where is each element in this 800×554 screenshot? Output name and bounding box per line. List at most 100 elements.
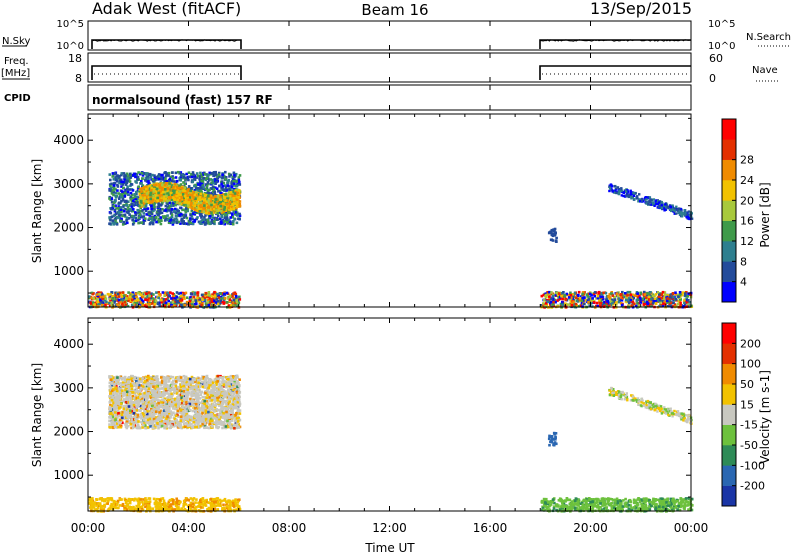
data-cell (217, 173, 221, 176)
data-cell (183, 199, 187, 202)
data-cell (577, 294, 580, 298)
data-cell (666, 301, 669, 304)
data-cell (124, 183, 128, 186)
data-cell (122, 205, 125, 208)
data-cell (187, 178, 190, 182)
data-cell (572, 300, 575, 304)
data-cell (161, 186, 164, 190)
data-cell (164, 217, 168, 220)
data-cell (129, 208, 132, 211)
data-cell (238, 200, 242, 203)
data-cell (620, 194, 623, 197)
data-cell (666, 297, 669, 300)
data-cell (111, 297, 115, 300)
data-cell (163, 219, 167, 222)
data-cell (626, 294, 629, 297)
data-cell (180, 189, 183, 192)
data-cell (655, 202, 658, 206)
data-cell (140, 171, 143, 175)
data-cell (235, 426, 238, 430)
data-cell (229, 173, 233, 177)
data-cell (679, 207, 682, 211)
data-cell (96, 300, 100, 303)
data-cell (666, 205, 670, 209)
data-cell (205, 207, 209, 211)
data-cell (123, 177, 127, 181)
data-cell (158, 294, 162, 298)
data-cell (170, 193, 174, 197)
data-cell (194, 197, 197, 200)
data-cell (238, 212, 241, 216)
data-cell (141, 295, 145, 298)
data-cell (126, 206, 130, 209)
data-cell (201, 173, 205, 176)
power-colorbar-label: Power [dB] (758, 182, 772, 247)
data-cell (180, 219, 184, 222)
data-cell (236, 188, 239, 192)
data-cell (205, 186, 209, 190)
data-cell (228, 298, 232, 302)
data-cell (121, 399, 125, 403)
data-cell (237, 196, 240, 199)
data-cell (178, 202, 181, 205)
data-cell (685, 213, 689, 216)
data-cell (598, 302, 602, 305)
nsky-label: N.Sky (2, 36, 30, 47)
data-cell (116, 185, 120, 188)
data-cell (588, 291, 592, 294)
data-cell (238, 192, 241, 195)
data-cell (127, 297, 131, 300)
data-cell (582, 296, 586, 299)
data-cell (220, 214, 223, 218)
data-cell (587, 301, 590, 304)
data-cell (232, 205, 236, 208)
data-cell (182, 196, 185, 199)
data-cell (627, 298, 631, 302)
data-cell (88, 295, 91, 298)
data-cell (134, 213, 137, 217)
data-cell (659, 300, 662, 303)
colorbar-tick-label: 12 (740, 235, 754, 248)
colorbar-segment (722, 281, 736, 303)
data-cell (117, 295, 121, 298)
data-cell (159, 391, 163, 394)
power-data-cells (88, 170, 694, 309)
data-cell (160, 193, 164, 197)
data-cell (222, 209, 226, 213)
data-cell (159, 207, 162, 211)
data-cell (133, 297, 136, 301)
data-cell (213, 191, 217, 195)
data-cell (209, 299, 212, 303)
data-cell (597, 292, 601, 295)
data-cell (203, 221, 206, 225)
data-cell (633, 294, 637, 297)
data-cell (632, 194, 636, 197)
data-cell (665, 295, 668, 299)
data-cell (234, 172, 238, 176)
data-cell (121, 183, 125, 186)
data-cell (176, 209, 180, 212)
data-cell (571, 293, 574, 296)
data-cell (137, 171, 140, 174)
data-cell (144, 176, 148, 180)
data-cell (122, 220, 125, 224)
data-cell (650, 198, 654, 201)
data-cell (110, 304, 114, 307)
data-cell (238, 214, 242, 217)
data-cell (649, 291, 652, 294)
data-cell (634, 191, 637, 195)
data-cell (650, 304, 653, 308)
data-cell (184, 176, 188, 180)
data-cell (126, 188, 129, 191)
data-cell (176, 198, 180, 202)
data-cell (641, 300, 644, 303)
data-cell (210, 203, 213, 207)
data-cell (652, 203, 655, 206)
data-cell (114, 199, 117, 202)
data-cell (131, 223, 135, 226)
data-cell (124, 222, 127, 225)
data-cell (615, 292, 619, 295)
data-cell (180, 174, 183, 178)
data-cell (576, 297, 580, 301)
data-cell (608, 301, 612, 305)
